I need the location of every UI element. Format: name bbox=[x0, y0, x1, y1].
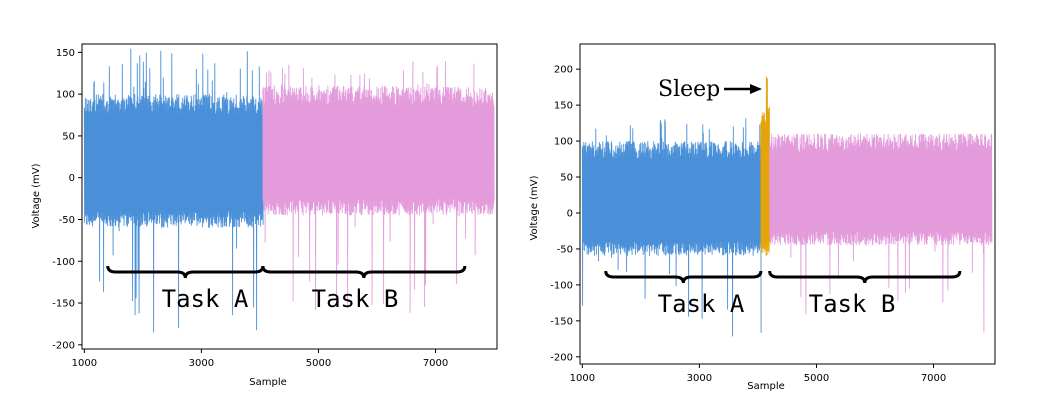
y-tick-label: -200 bbox=[52, 340, 75, 351]
annotation-task-b: Task B bbox=[312, 285, 399, 313]
y-tick-label: 100 bbox=[56, 90, 75, 101]
y-tick-label: 50 bbox=[62, 131, 75, 142]
y-tick-label: 0 bbox=[567, 208, 573, 219]
x-tick-label: 1000 bbox=[570, 373, 595, 384]
x-tick-label: 5000 bbox=[804, 373, 829, 384]
x-tick-label: 1000 bbox=[72, 358, 97, 369]
signal-series-0 bbox=[83, 48, 264, 333]
y-tick-label: -150 bbox=[52, 299, 75, 310]
annotation-sleep: Sleep bbox=[658, 77, 720, 102]
y-tick-label: -100 bbox=[550, 280, 573, 291]
y-tick-label: 200 bbox=[554, 65, 573, 76]
x-ticks: 1000 3000 5000 7000 bbox=[72, 349, 448, 369]
sleep-arrow bbox=[724, 84, 762, 94]
brace-1 bbox=[261, 265, 467, 279]
y-tick-label: -50 bbox=[557, 244, 573, 255]
annotation-task-a: Task A bbox=[658, 290, 745, 318]
annotation-task-b: Task B bbox=[809, 290, 896, 318]
x-axis-label: Sample bbox=[747, 381, 785, 392]
x-ticks: 1000 3000 5000 7000 bbox=[570, 364, 946, 384]
y-ticks: 150 100 50 0 -50 -100 -150 -200 bbox=[52, 48, 82, 351]
signal-series bbox=[581, 76, 993, 337]
y-tick-label: -150 bbox=[550, 316, 573, 327]
y-tick-label: 50 bbox=[560, 173, 573, 184]
y-tick-label: -200 bbox=[550, 352, 573, 363]
x-tick-label: 5000 bbox=[306, 358, 331, 369]
x-tick-label: 7000 bbox=[423, 358, 448, 369]
plot-frame bbox=[81, 43, 498, 350]
y-ticks: 200 150 100 50 0 -50 -100 -150 -200 bbox=[550, 65, 580, 363]
chart-right: 200 150 100 50 0 -50 -100 -150 -200 1000 3000 5000… bbox=[529, 43, 996, 392]
signal-series-0 bbox=[581, 118, 762, 337]
task-braces bbox=[604, 270, 962, 284]
y-tick-label: -100 bbox=[52, 257, 75, 268]
y-axis-label: Voltage (mV) bbox=[529, 175, 540, 240]
y-tick-label: 150 bbox=[554, 101, 573, 112]
signal-series bbox=[83, 48, 495, 333]
x-tick-label: 3000 bbox=[189, 358, 214, 369]
annotation-task-a: Task A bbox=[162, 285, 249, 313]
y-tick-label: -50 bbox=[59, 215, 75, 226]
signal-series-1 bbox=[760, 76, 771, 256]
y-axis-label: Voltage (mV) bbox=[31, 163, 42, 228]
y-tick-label: 0 bbox=[69, 173, 75, 184]
x-tick-label: 7000 bbox=[921, 373, 946, 384]
y-tick-label: 150 bbox=[56, 48, 75, 59]
brace-0 bbox=[106, 265, 265, 279]
chart-left: 150 100 50 0 -50 -100 -150 -200 1000 3000 5000 700… bbox=[31, 43, 498, 388]
plot-frame bbox=[579, 43, 996, 365]
signal-series-2 bbox=[769, 133, 993, 333]
brace-1 bbox=[768, 270, 962, 284]
brace-0 bbox=[604, 270, 763, 284]
task-braces bbox=[106, 265, 467, 279]
x-axis-label: Sample bbox=[249, 377, 287, 388]
signal-series-1 bbox=[262, 60, 495, 313]
x-tick-label: 3000 bbox=[687, 373, 712, 384]
y-tick-label: 100 bbox=[554, 137, 573, 148]
